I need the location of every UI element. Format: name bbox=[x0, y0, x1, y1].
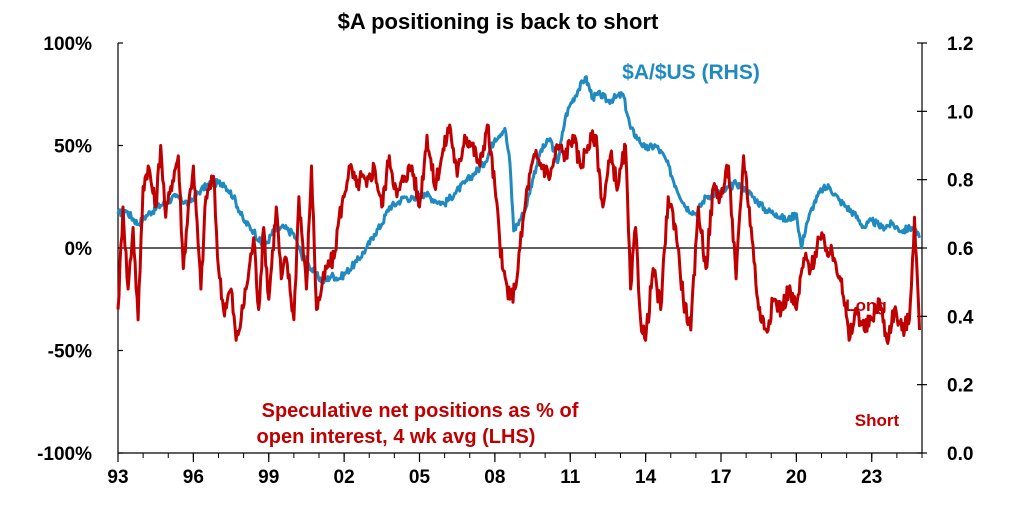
series-layer bbox=[116, 75, 921, 345]
x-tick-label: 02 bbox=[334, 467, 355, 488]
x-tick-label: 17 bbox=[710, 467, 731, 488]
x-tick-label: 20 bbox=[786, 467, 807, 488]
rhs-series-label: $A/$US (RHS) bbox=[622, 61, 760, 84]
right-y-tick-label: 1.0 bbox=[947, 102, 973, 123]
x-tick-label: 99 bbox=[258, 467, 279, 488]
short-label: Short bbox=[855, 411, 900, 430]
left-y-tick-label: 50% bbox=[54, 137, 92, 158]
x-tick-label: 05 bbox=[409, 467, 431, 488]
left-y-tick-label: 0% bbox=[65, 239, 93, 260]
x-tick-label: 14 bbox=[635, 467, 657, 488]
x-tick-label: 23 bbox=[861, 467, 882, 488]
left-y-tick-label: 100% bbox=[43, 34, 92, 55]
series-line-net-positions bbox=[116, 123, 921, 345]
series-line-aud-usd bbox=[116, 75, 921, 285]
lhs-series-label-line1: Speculative net positions as % of bbox=[262, 400, 579, 422]
right-y-tick-label: 0.0 bbox=[947, 444, 973, 465]
left-y-tick-label: -50% bbox=[48, 342, 92, 363]
right-y-axis: 1.2 1.0 0.8 0.6 0.4 0.2 0.0 bbox=[917, 34, 974, 465]
x-tick-label: 08 bbox=[484, 467, 505, 488]
x-axis: 93 96 99 02 05 08 11 14 17 20 23 bbox=[107, 453, 923, 488]
right-y-tick-label: 0.2 bbox=[947, 376, 973, 397]
long-label: Long bbox=[845, 296, 887, 315]
right-y-tick-label: 0.8 bbox=[947, 171, 973, 192]
right-y-tick-label: 1.2 bbox=[947, 34, 973, 55]
x-tick-label: 96 bbox=[183, 467, 204, 488]
right-y-tick-label: 0.6 bbox=[947, 239, 973, 260]
x-tick-label: 11 bbox=[560, 467, 581, 488]
left-y-tick-label: -100% bbox=[37, 444, 92, 465]
chart-title: $A positioning is back to short bbox=[338, 9, 659, 34]
right-y-tick-label: 0.4 bbox=[947, 307, 974, 328]
left-y-axis: 100% 50% 0% -50% -100% bbox=[37, 34, 123, 465]
x-tick-label: 93 bbox=[107, 467, 128, 488]
lhs-series-label-line2: open interest, 4 wk avg (LHS) bbox=[257, 426, 536, 448]
